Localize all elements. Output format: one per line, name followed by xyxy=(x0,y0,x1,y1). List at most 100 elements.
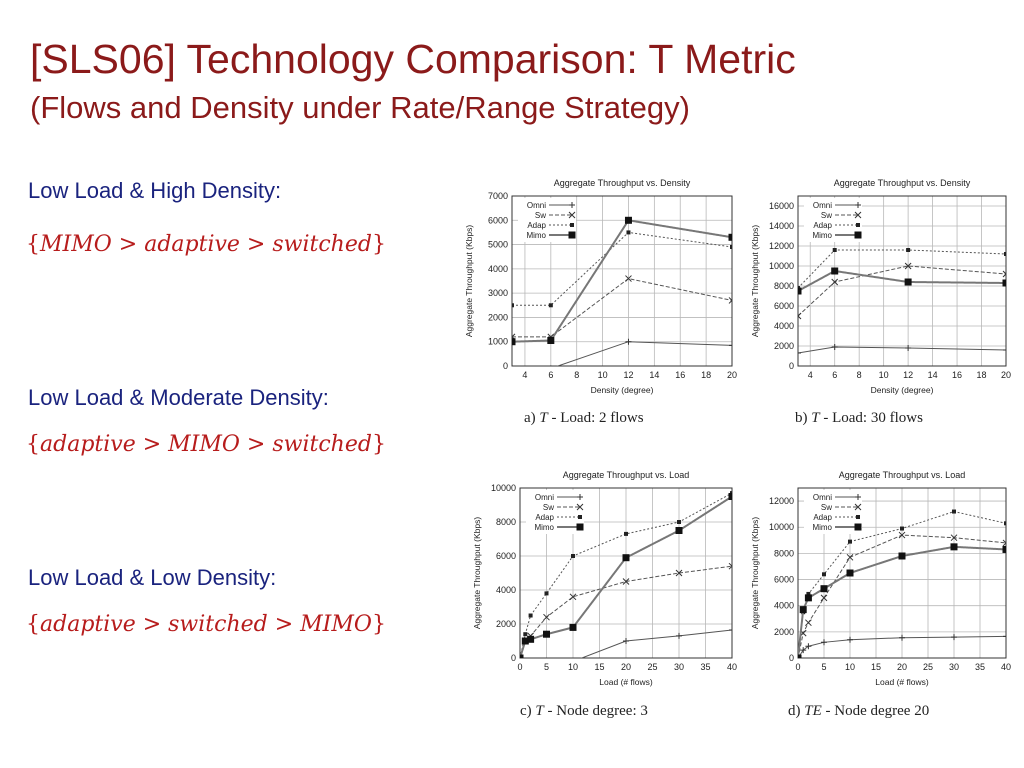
data-point-sw xyxy=(1002,539,1006,547)
x-tick-label: 40 xyxy=(1001,662,1011,672)
chart-title: Aggregate Throughput vs. Density xyxy=(554,178,691,188)
legend-marker xyxy=(854,231,862,239)
legend-marker xyxy=(569,202,575,208)
data-point-omni xyxy=(625,338,632,345)
legend-marker xyxy=(578,515,582,519)
x-tick-label: 14 xyxy=(649,370,659,380)
series-group xyxy=(520,491,732,666)
legend-label: Mimo xyxy=(526,231,546,240)
data-point-sw xyxy=(846,553,854,561)
x-tick-label: 10 xyxy=(845,662,855,672)
legend-label: Omni xyxy=(527,201,546,210)
data-point-omni xyxy=(805,643,812,650)
x-tick-label: 18 xyxy=(701,370,711,380)
chart-d-svg: Aggregate Throughput vs. Load 0 2000 4000 60… xyxy=(750,470,1011,687)
data-point-mimo xyxy=(521,637,529,645)
data-point-adap xyxy=(730,245,732,249)
caption-d: d) TE - Node degree 20 xyxy=(788,703,930,719)
x-tick-label: 12 xyxy=(903,370,913,380)
case-formula-moderate-density: {adaptive > MIMO > switched} xyxy=(26,432,386,457)
formula-text: MIMO > adaptive > switched xyxy=(40,232,372,257)
x-tick-label: 6 xyxy=(832,370,837,380)
data-point-sw xyxy=(904,262,912,270)
data-point-mimo xyxy=(898,552,906,560)
data-point-sw xyxy=(820,594,828,602)
legend-marker xyxy=(856,515,860,519)
legend-label: Omni xyxy=(813,201,832,210)
data-point-sw xyxy=(543,613,550,621)
series-line-adap xyxy=(798,249,1006,289)
y-tick-label: 8000 xyxy=(774,548,794,558)
data-point-omni xyxy=(905,345,912,351)
x-axis-label: Density (degree) xyxy=(871,385,934,395)
data-point-sw xyxy=(798,312,802,320)
data-point-mimo xyxy=(804,594,812,602)
y-axis-label: Aggregate Throughput (Kbps) xyxy=(750,225,760,337)
data-point-omni xyxy=(522,660,528,666)
data-point-mimo xyxy=(798,287,802,295)
y-tick-label: 2000 xyxy=(774,627,794,637)
y-tick-label: 4000 xyxy=(774,601,794,611)
y-tick-label: 3000 xyxy=(488,288,508,298)
data-point-mimo xyxy=(950,543,958,551)
y-tick-label: 10000 xyxy=(491,483,516,493)
data-point-adap xyxy=(548,303,553,308)
x-tick-label: 20 xyxy=(621,662,631,672)
series-group xyxy=(798,248,1006,356)
legend-label: Adap xyxy=(535,513,554,522)
x-tick-label: 16 xyxy=(952,370,962,380)
data-point-mimo xyxy=(820,585,828,593)
data-point-mimo xyxy=(543,630,550,638)
y-tick-label: 5000 xyxy=(488,240,508,250)
caption-b: b) T - Load: 30 flows xyxy=(795,410,923,426)
legend-label: Mimo xyxy=(534,523,554,532)
data-point-omni xyxy=(951,634,957,641)
y-tick-label: 7000 xyxy=(488,191,508,201)
data-point-omni xyxy=(831,344,838,350)
x-tick-label: 5 xyxy=(544,662,549,672)
y-tick-label: 2000 xyxy=(496,619,516,629)
y-tick-label: 4000 xyxy=(488,264,508,274)
legend-marker xyxy=(855,494,861,500)
x-tick-label: 25 xyxy=(923,662,933,672)
y-tick-label: 2000 xyxy=(488,312,508,322)
x-tick-label: 35 xyxy=(700,662,710,672)
data-point-adap xyxy=(523,632,528,637)
data-point-mimo xyxy=(1002,545,1006,553)
x-tick-label: 14 xyxy=(928,370,938,380)
chart-title: Aggregate Throughput vs. Load xyxy=(563,470,689,480)
series-line-omni xyxy=(798,346,1006,354)
data-point-mimo xyxy=(624,216,632,224)
chart-c: Aggregate Throughput vs. Load 0 2000 4000 60… xyxy=(460,460,740,696)
x-tick-label: 12 xyxy=(623,370,633,380)
slide-title: [SLS06] Technology Comparison: T Metric xyxy=(30,36,796,82)
brace-open: { xyxy=(26,232,40,257)
legend-label: Sw xyxy=(535,211,546,220)
series-line-mimo xyxy=(512,219,732,343)
y-tick-label: 0 xyxy=(503,361,508,371)
y-tick-label: 12000 xyxy=(769,241,794,251)
data-point-omni xyxy=(798,350,801,356)
y-tick-label: 12000 xyxy=(769,496,794,506)
x-tick-label: 20 xyxy=(1001,370,1011,380)
legend-label: Mimo xyxy=(812,231,832,240)
data-point-sw xyxy=(625,275,632,282)
data-point-adap xyxy=(848,539,852,544)
x-axis-label: Density (degree) xyxy=(591,385,654,395)
data-point-adap xyxy=(1004,252,1006,256)
legend-marker xyxy=(854,523,862,531)
x-tick-label: 35 xyxy=(975,662,985,672)
data-point-sw xyxy=(805,619,812,627)
brace-open: { xyxy=(26,612,40,637)
data-point-adap xyxy=(952,509,956,514)
legend-marker xyxy=(855,202,861,208)
case-label-low-density: Low Load & Low Density: xyxy=(28,565,277,590)
legend-marker xyxy=(576,523,584,531)
x-tick-label: 40 xyxy=(727,662,737,672)
data-point-sw xyxy=(831,278,839,286)
x-tick-label: 18 xyxy=(977,370,987,380)
plot-frame xyxy=(511,195,733,367)
